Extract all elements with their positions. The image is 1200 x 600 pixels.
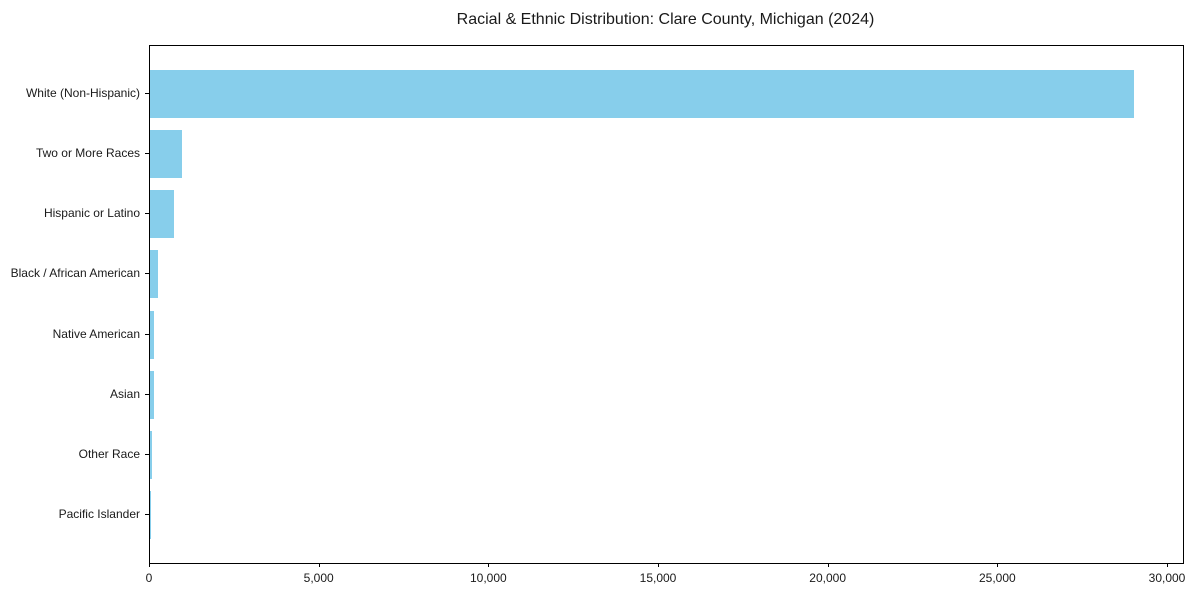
y-tick-mark: [145, 514, 149, 516]
bar-other-race: [150, 431, 153, 480]
bar-two-or-more-races: [150, 129, 182, 178]
y-axis-label: Two or More Races: [35, 145, 140, 160]
plot-area: [149, 45, 1184, 564]
x-axis-tick-label: 5,000: [303, 571, 334, 585]
y-tick-mark: [145, 393, 149, 395]
x-tick-mark: [997, 563, 999, 567]
y-tick-mark: [145, 333, 149, 335]
x-tick-mark: [149, 563, 150, 567]
x-axis-tick-label: 30,000: [1148, 571, 1186, 585]
bar-pacific-islander: [150, 491, 151, 540]
y-axis-label: Pacific Islander: [58, 507, 140, 522]
x-tick-mark: [318, 563, 320, 567]
bar-native-american: [150, 310, 155, 359]
bar-hispanic-or-latino: [150, 190, 174, 239]
x-tick-mark: [827, 563, 829, 567]
y-axis-label: Native American: [52, 326, 140, 341]
y-axis-label: Black / African American: [10, 266, 140, 281]
x-tick-mark: [1167, 563, 1168, 567]
x-tick-mark: [658, 563, 659, 567]
y-tick-mark: [145, 454, 149, 456]
y-tick-mark: [145, 152, 149, 154]
y-tick-mark: [145, 92, 149, 94]
bar-asian: [150, 370, 154, 419]
y-axis-label: Hispanic or Latino: [43, 206, 140, 221]
y-tick-mark: [145, 273, 149, 275]
y-axis-label: Asian: [109, 386, 140, 401]
y-axis-label: Other Race: [78, 447, 140, 462]
x-tick-mark: [488, 563, 490, 567]
x-axis-tick-label: 10,000: [469, 571, 507, 585]
bar-black-african-american: [150, 250, 159, 299]
chart-title: Racial & Ethnic Distribution: Clare Coun…: [456, 11, 875, 28]
y-tick-mark: [145, 213, 149, 215]
bar-white-non-hispanic: [150, 69, 1135, 118]
x-axis-tick-label: 0: [145, 571, 153, 585]
x-axis-tick-label: 25,000: [978, 571, 1016, 585]
y-axis-label: White (Non-Hispanic): [25, 85, 140, 100]
x-axis-tick-label: 15,000: [639, 571, 677, 585]
x-axis-tick-label: 20,000: [809, 571, 847, 585]
